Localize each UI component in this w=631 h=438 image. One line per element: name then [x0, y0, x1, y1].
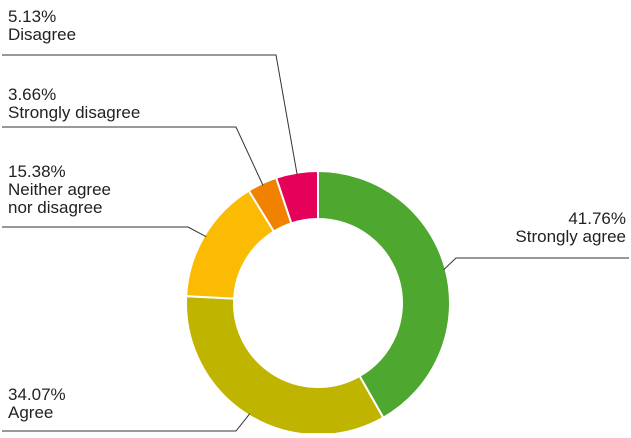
leader-agree [2, 413, 251, 432]
leader-strongly-agree [443, 257, 629, 271]
leader-disagree [2, 54, 298, 175]
category-label-neither-agree-nor-disagree: nor disagree [8, 198, 103, 217]
category-label-strongly-agree: Strongly agree [515, 227, 626, 246]
value-label-strongly-agree: 41.76% [568, 209, 626, 228]
leader-strongly-disagree [2, 126, 264, 186]
slice-labels: 41.76%Strongly agree 34.07%Agree 15.38%Nei… [8, 7, 626, 422]
category-label-neither-agree-nor-disagree: Neither agree [8, 180, 111, 199]
category-label-agree: Agree [8, 403, 53, 422]
value-label-agree: 34.07% [8, 385, 66, 404]
category-label-disagree: Disagree [8, 25, 76, 44]
slices-layer [185, 169, 451, 436]
category-label-strongly-disagree: Strongly disagree [8, 103, 140, 122]
leader-lines [2, 54, 629, 432]
value-label-strongly-disagree: 3.66% [8, 85, 56, 104]
leader-neither-agree-nor-disagree [2, 226, 207, 238]
slice-disagree [274, 169, 319, 225]
slice-strongly-agree [317, 169, 451, 420]
value-label-neither-agree-nor-disagree: 15.38% [8, 162, 66, 181]
slice-agree [185, 295, 385, 436]
value-label-disagree: 5.13% [8, 7, 56, 26]
